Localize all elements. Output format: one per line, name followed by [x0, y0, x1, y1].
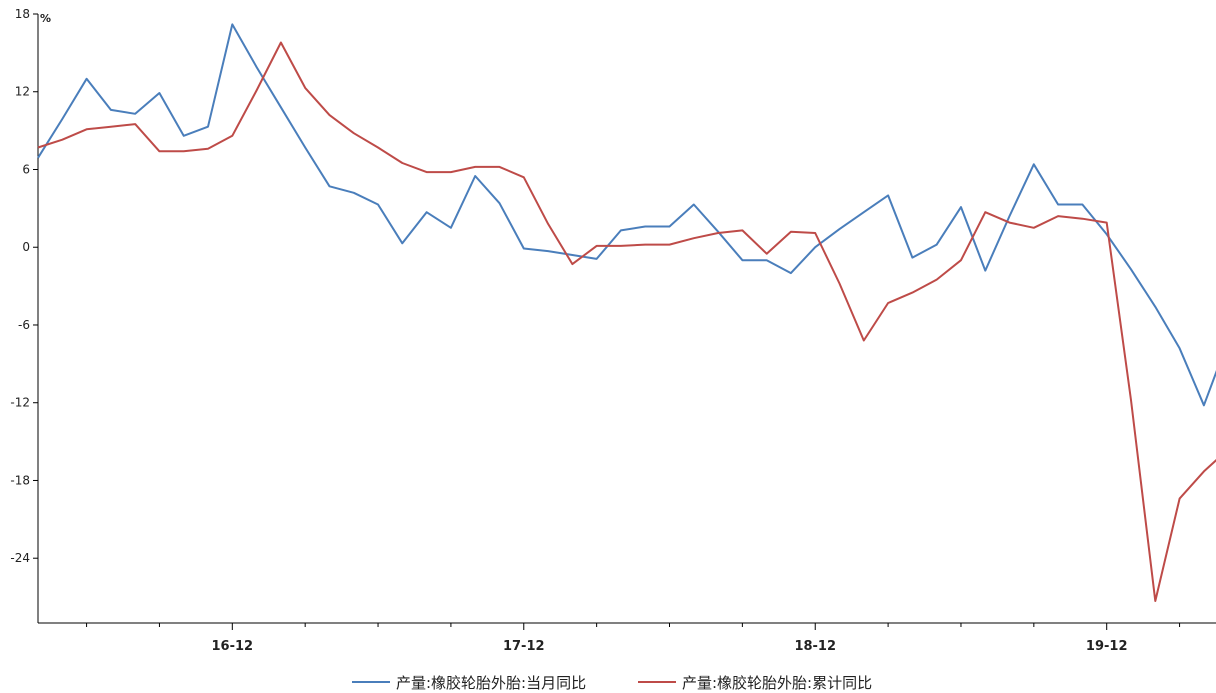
y-axis-ticks: 18 12 6 0 -6 -12 -18 -24	[10, 7, 38, 565]
legend-item-series-1: 产量:橡胶轮胎外胎:累计同比	[638, 674, 872, 692]
y-tick-label-5: -12	[10, 396, 30, 410]
series-line-1	[37, 41, 1216, 602]
y-tick-label-0: 18	[15, 7, 30, 21]
y-tick-label-4: -6	[18, 318, 30, 332]
y-tick-label-1: 12	[15, 85, 30, 99]
x-tick-label-3: 19-12	[1086, 639, 1128, 654]
x-tick-label-2: 18-12	[794, 639, 836, 654]
legend-item-series-0: 产量:橡胶轮胎外胎:当月同比	[352, 674, 586, 692]
legend-label-1: 产量:橡胶轮胎外胎:累计同比	[682, 674, 872, 692]
y-tick-label-6: -18	[10, 473, 30, 487]
y-tick-label-2: 6	[22, 162, 30, 176]
x-tick-label-1: 17-12	[503, 639, 545, 654]
legend: 产量:橡胶轮胎外胎:当月同比 产量:橡胶轮胎外胎:累计同比	[352, 674, 872, 692]
y-tick-label-7: -24	[10, 551, 30, 565]
x-tick-label-0: 16-12	[212, 639, 254, 654]
y-unit-label: %	[40, 12, 51, 25]
series-lines	[37, 23, 1216, 602]
series-line-0	[37, 23, 1216, 407]
y-tick-label-3: 0	[22, 240, 30, 254]
legend-label-0: 产量:橡胶轮胎外胎:当月同比	[396, 674, 586, 692]
x-axis-ticks: 16-12 17-12 18-12 19-12	[86, 623, 1181, 654]
